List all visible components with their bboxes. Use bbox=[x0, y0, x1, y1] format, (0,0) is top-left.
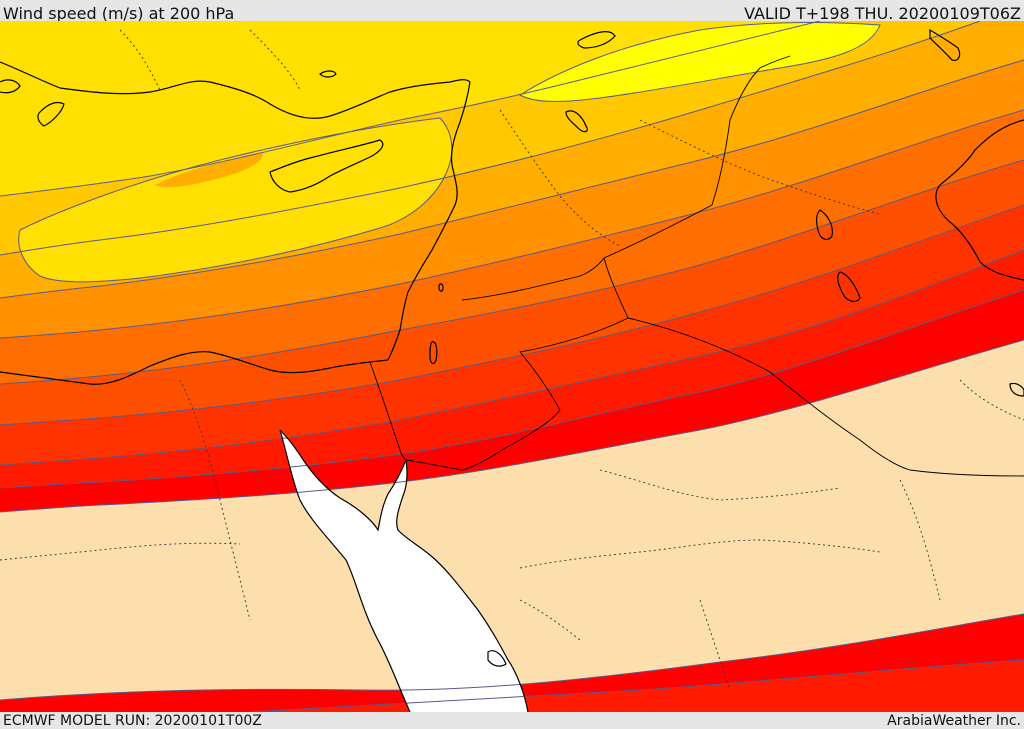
wind-speed-map bbox=[0, 21, 1024, 712]
red-sea bbox=[280, 430, 528, 712]
band-jet-max bbox=[520, 22, 880, 102]
country-borders bbox=[369, 55, 1024, 477]
coastlines bbox=[0, 28, 1024, 712]
footer-bar: ECMWF MODEL RUN: 20200101T00Z ArabiaWeat… bbox=[0, 712, 1024, 729]
band-south-jet-core bbox=[250, 660, 1024, 712]
isotach-contours bbox=[0, 21, 1024, 712]
credit-label: ArabiaWeather Inc. bbox=[887, 713, 1021, 729]
model-run: ECMWF MODEL RUN: 20200101T00Z bbox=[3, 713, 262, 729]
province-borders bbox=[0, 29, 1024, 691]
header-bar: Wind speed (m/s) at 200 hPa VALID T+198 … bbox=[0, 0, 1024, 23]
chart-title: Wind speed (m/s) at 200 hPa bbox=[3, 4, 235, 23]
valid-time: VALID T+198 THU. 20200109T06Z bbox=[744, 4, 1021, 23]
band-jet-9-core bbox=[18, 118, 452, 282]
map-panel bbox=[0, 21, 1024, 712]
band-lens bbox=[155, 152, 263, 188]
